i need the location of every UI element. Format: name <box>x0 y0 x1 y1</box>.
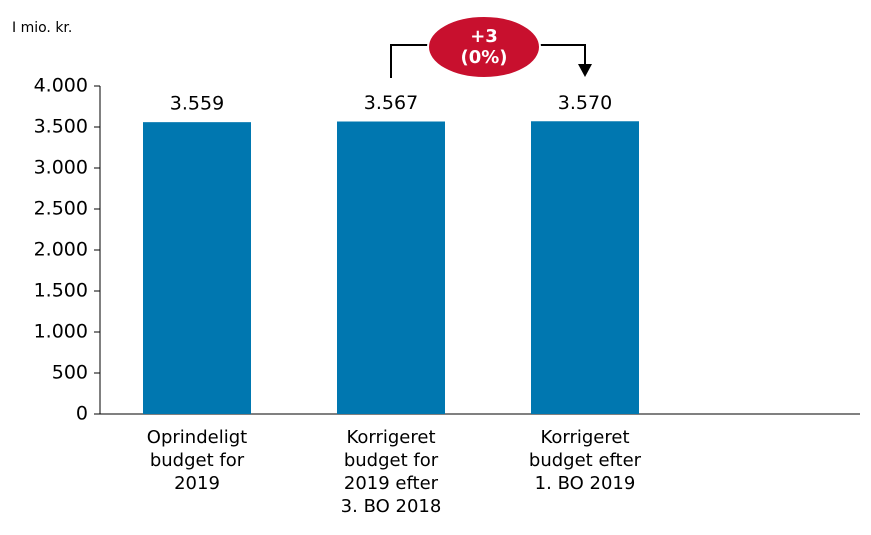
value-label: 3.570 <box>558 92 612 114</box>
x-tick-label: Oprindeligt budget for 2019 <box>146 427 248 494</box>
y-tick-label: 1.500 <box>34 280 88 302</box>
y-tick-label: 3.500 <box>34 116 88 138</box>
value-label: 3.559 <box>170 93 224 115</box>
arrow-head <box>578 64 592 77</box>
y-tick-label: 2.500 <box>34 198 88 220</box>
value-label: 3.567 <box>364 92 418 114</box>
y-tick-label: 0 <box>76 403 88 425</box>
bar <box>143 122 251 415</box>
x-tick-label: Korrigeret budget efter 1. BO 2019 <box>528 427 642 494</box>
x-tick-label: Korrigeret budget for 2019 efter 3. BO 2… <box>340 427 442 517</box>
y-tick-label: 1.000 <box>34 321 88 343</box>
bar <box>531 121 639 414</box>
y-tick-label: 4.000 <box>34 75 88 97</box>
y-tick-label: 2.000 <box>34 239 88 261</box>
y-tick-label: 3.000 <box>34 157 88 179</box>
annotation: +3 (0%) <box>460 26 508 68</box>
annotation-badge <box>427 15 541 79</box>
bar <box>337 121 445 415</box>
unit-label: I mio. kr. <box>12 20 73 36</box>
y-tick-label: 500 <box>52 362 88 384</box>
